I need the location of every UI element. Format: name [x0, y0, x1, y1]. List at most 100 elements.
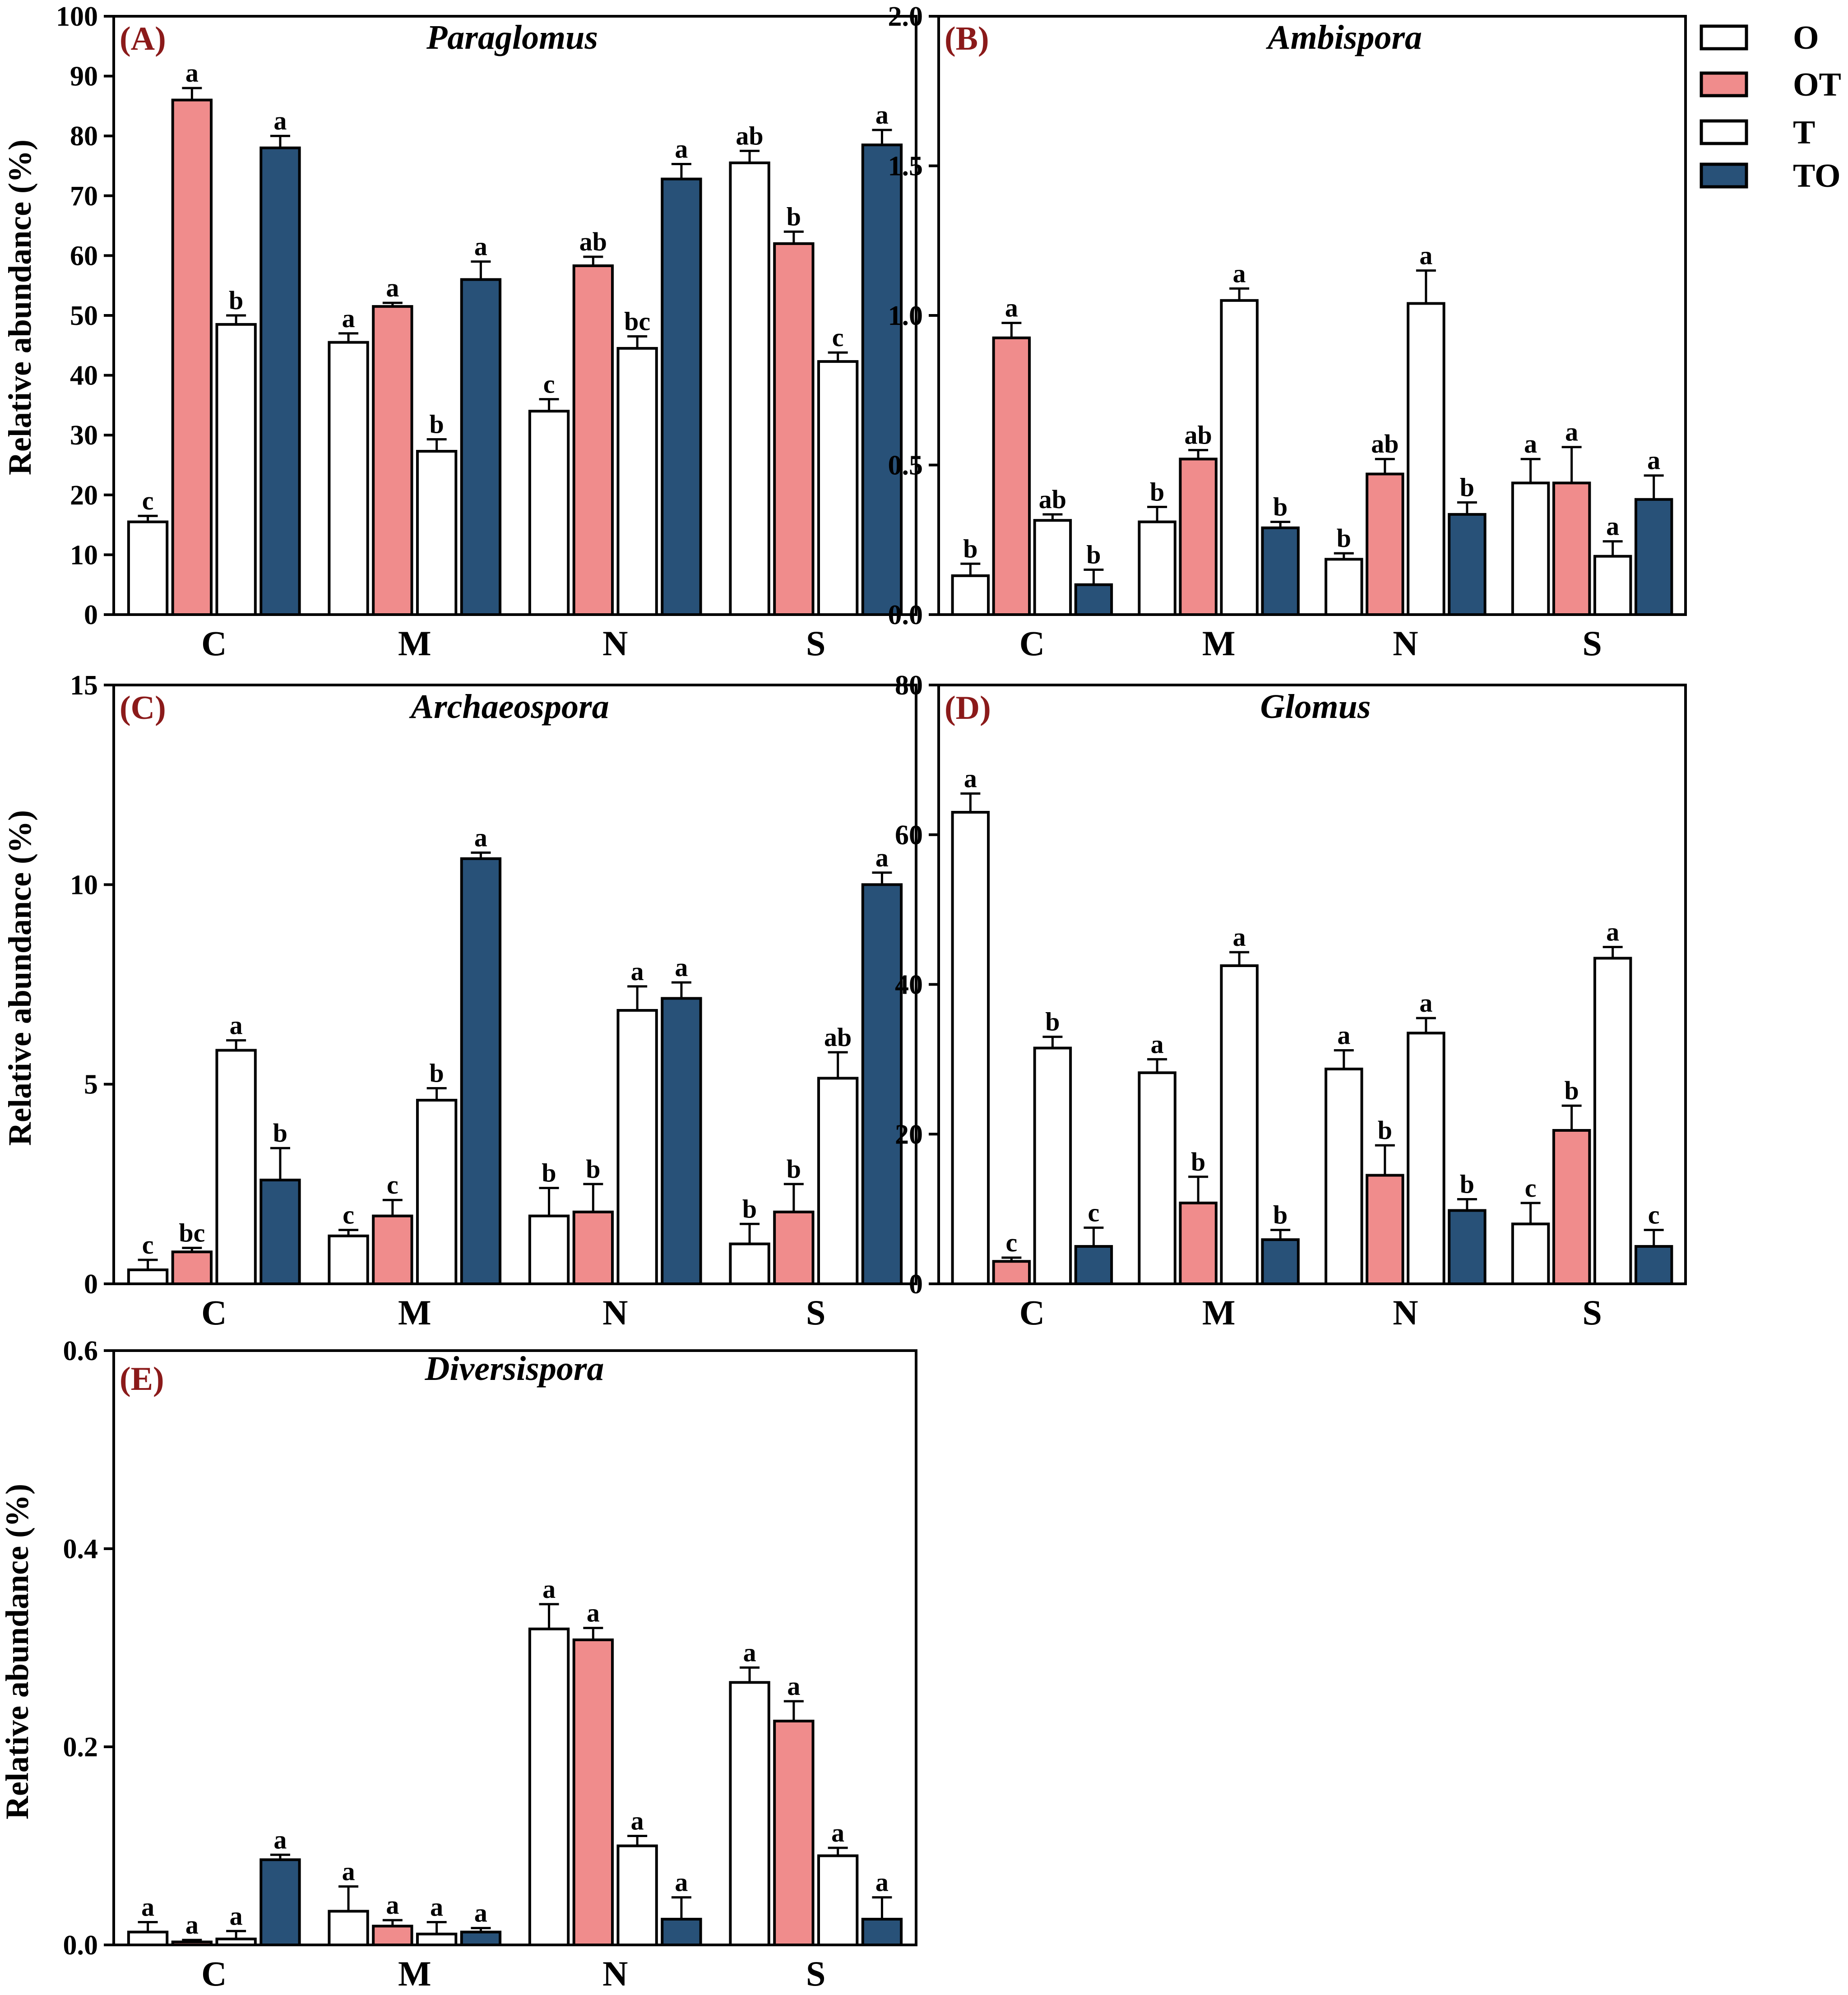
significance-letter: c [142, 1230, 154, 1259]
significance-letter: a [1337, 1020, 1350, 1050]
significance-letter: a [1233, 922, 1246, 952]
significance-letter: a [386, 273, 399, 302]
y-tick-label: 0.6 [63, 1336, 98, 1366]
bar-t [616, 347, 658, 616]
legend-item-o: O [1700, 19, 1819, 56]
bar-o [729, 1242, 770, 1286]
bar-o [1138, 520, 1176, 616]
bar-to [460, 857, 502, 1285]
significance-letter: a [185, 58, 199, 88]
bar-to [259, 1858, 301, 1946]
y-tick-label: 20 [70, 480, 98, 511]
significance-letter: a [474, 1898, 487, 1928]
bar-o [729, 161, 770, 616]
bar-t [817, 1854, 859, 1947]
bar-ot [992, 1260, 1031, 1286]
y-tick-label: 60 [895, 820, 923, 851]
x-category-label: S [1582, 1293, 1602, 1332]
bar-ot [372, 305, 413, 616]
panel-a-title: Paraglomus [426, 19, 598, 56]
bar-t [1220, 964, 1259, 1285]
bar-to [1634, 1245, 1673, 1285]
bar-o [528, 1214, 570, 1286]
significance-letter: c [343, 1200, 354, 1230]
panel-a-label: (A) [120, 20, 166, 57]
significance-letter: ab [736, 121, 763, 150]
x-category-label: C [201, 1293, 227, 1332]
bar-o [1138, 1071, 1176, 1285]
panel-c-title: Archaeospora [409, 688, 609, 726]
bar-t [616, 1009, 658, 1286]
panel-c-ylabel: Relative abundance (%) [2, 810, 38, 1146]
y-tick-label: 0.0 [63, 1930, 98, 1961]
significance-letter: a [743, 1638, 756, 1667]
legend-swatch-to [1700, 162, 1748, 189]
bar-to [1261, 526, 1300, 616]
x-category-label: N [1393, 624, 1418, 663]
significance-letter: a [587, 1598, 600, 1628]
significance-letter: b [963, 534, 977, 563]
bar-to [259, 1178, 301, 1285]
y-tick-label: 0 [909, 1269, 923, 1300]
significance-letter: a [831, 1818, 844, 1847]
y-tick-label: 0.2 [63, 1732, 98, 1763]
significance-letter: a [1419, 988, 1432, 1018]
bar-ot [1366, 1174, 1404, 1285]
significance-letter: a [1565, 417, 1578, 447]
y-tick-label: 40 [895, 970, 923, 1000]
bar-o [328, 341, 369, 616]
x-category-label: M [398, 1293, 431, 1332]
significance-letter: c [1525, 1173, 1537, 1203]
bar-t [1220, 299, 1259, 616]
significance-letter: a [342, 304, 355, 333]
bar-t [416, 1099, 458, 1285]
bar-t [1033, 1046, 1072, 1285]
bar-o [951, 810, 990, 1285]
bar-t [817, 1077, 859, 1286]
panel-a-plot: 0102030405060708090100CcabaMaabaNcabbcaS… [56, 1, 917, 663]
significance-letter: a [875, 100, 889, 130]
y-tick-label: 1.0 [888, 301, 923, 331]
bar-ot [1179, 458, 1218, 616]
panel-b-label: (B) [945, 20, 989, 57]
legend: O OT T TO [1700, 19, 1841, 194]
panel-c: Relative abundance (%) (C) Archaeospora … [2, 670, 917, 1332]
bar-to [1074, 1245, 1113, 1285]
plot-frame [112, 684, 917, 1285]
significance-letter: ab [1184, 420, 1212, 449]
significance-letter: b [229, 286, 243, 315]
significance-letter: b [1460, 1170, 1474, 1199]
significance-letter: b [1273, 1200, 1288, 1230]
significance-letter: a [875, 843, 889, 872]
bar-to [1261, 1238, 1300, 1286]
significance-letter: b [1191, 1147, 1205, 1176]
panel-c-label: (C) [120, 690, 166, 727]
x-category-label: N [602, 1954, 628, 1993]
bar-to [861, 1917, 903, 1947]
significance-letter: a [1005, 293, 1018, 323]
significance-letter: bc [624, 306, 650, 336]
significance-letter: a [342, 1856, 355, 1886]
y-tick-label: 30 [70, 420, 98, 451]
y-tick-label: 0 [84, 600, 98, 630]
bar-t [1593, 957, 1632, 1286]
significance-letter: c [1088, 1198, 1100, 1227]
significance-letter: a [787, 1671, 800, 1701]
bar-ot [773, 1210, 815, 1286]
x-category-label: M [398, 624, 431, 663]
x-category-label: S [1582, 624, 1602, 663]
y-tick-label: 50 [70, 301, 98, 331]
significance-letter: a [631, 1806, 644, 1836]
bar-o [1325, 558, 1363, 616]
significance-letter: a [631, 957, 644, 986]
y-tick-label: 10 [70, 870, 98, 900]
y-tick-label: 5 [84, 1069, 98, 1100]
significance-letter: bc [179, 1218, 205, 1247]
panel-a-ylabel: Relative abundance (%) [2, 139, 38, 475]
bar-t [416, 450, 458, 616]
significance-letter: a [875, 1868, 889, 1897]
panel-e-label: (E) [120, 1361, 164, 1398]
panel-e-title: Diversispora [425, 1350, 604, 1388]
bar-ot [773, 242, 815, 616]
